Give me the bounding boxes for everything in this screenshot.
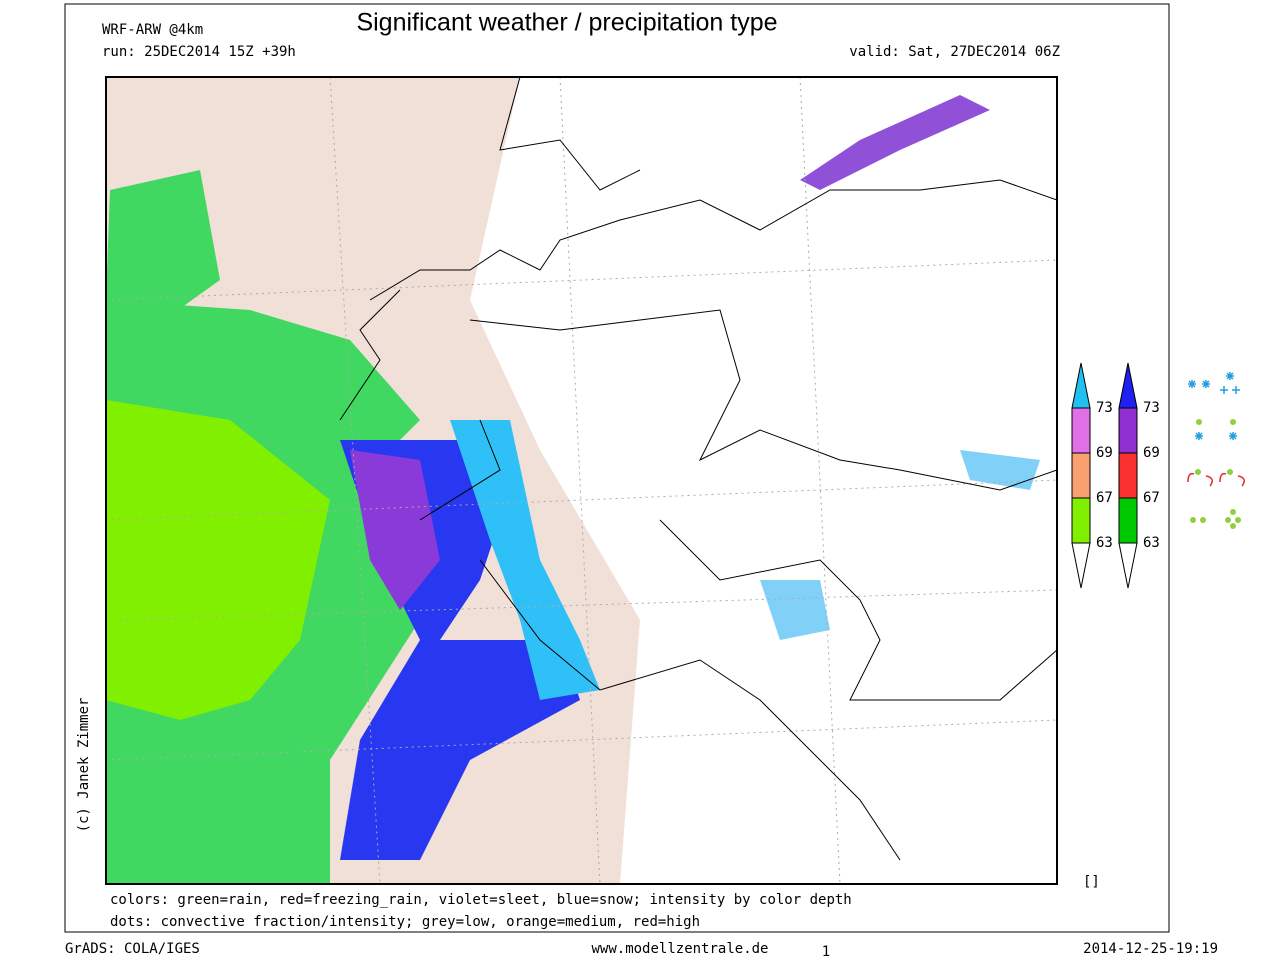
freezing-symbols	[1187, 472, 1245, 487]
legend-box	[1118, 407, 1138, 454]
graticule	[106, 77, 1057, 884]
legend-box	[1071, 407, 1091, 454]
snow-light-area	[960, 450, 1040, 490]
note: colors: green=rain, red=freezing_rain, v…	[110, 892, 852, 908]
map	[105, 76, 1058, 885]
page-number: 1	[822, 944, 830, 960]
credit: (c) Janek Zimmer	[76, 698, 92, 833]
run-label: run: 25DEC2014 15Z +39h	[102, 44, 296, 60]
rain-area	[106, 400, 330, 720]
box-marker: []	[1083, 874, 1100, 890]
legend-label: 69	[1096, 445, 1113, 461]
legend-label: 69	[1143, 445, 1160, 461]
legend-box	[1118, 452, 1138, 499]
footer-left: GrADS: COLA/IGES	[65, 941, 200, 957]
legend-box	[1071, 497, 1091, 544]
country-borders	[339, 77, 1057, 861]
footer-center: www.modellzentrale.de	[591, 941, 768, 957]
title: Significant weather / precipitation type	[356, 9, 777, 37]
legend-label: 63	[1096, 535, 1113, 551]
legend-arrow	[1118, 542, 1138, 589]
snow-light-area	[450, 420, 600, 700]
valid-label: valid: Sat, 27DEC2014 06Z	[849, 44, 1060, 60]
snow-symbols	[1188, 372, 1240, 440]
legend-label: 73	[1143, 400, 1160, 416]
rain-area	[106, 170, 220, 330]
legend-arrow	[1071, 542, 1091, 589]
rain-dots	[1190, 419, 1241, 529]
snow-light-area	[760, 580, 830, 640]
legend-label: 67	[1096, 490, 1113, 506]
map-frame	[105, 76, 1058, 885]
weather-symbols	[1187, 372, 1245, 529]
note: dots: convective fraction/intensity; gre…	[110, 914, 700, 930]
legend-label: 67	[1143, 490, 1160, 506]
sleet-area	[800, 95, 990, 190]
legend-box	[1118, 497, 1138, 544]
legend-box	[1071, 452, 1091, 499]
footer-right: 2014-12-25-19:19	[1083, 941, 1218, 957]
legend-label: 73	[1096, 400, 1113, 416]
sleet-area	[350, 450, 440, 610]
legend-label: 63	[1143, 535, 1160, 551]
model-label: WRF-ARW @4km	[102, 22, 203, 38]
